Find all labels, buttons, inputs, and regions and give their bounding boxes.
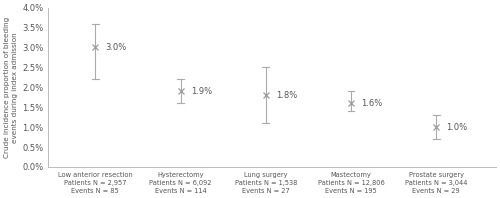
Text: 3.0%: 3.0% [106, 43, 127, 52]
Text: 1.6%: 1.6% [361, 99, 382, 108]
Text: 1.8%: 1.8% [276, 91, 297, 100]
Y-axis label: Crude incidence proportion of bleeding
events during index admission: Crude incidence proportion of bleeding e… [4, 17, 18, 158]
Text: 1.0%: 1.0% [446, 123, 468, 132]
Text: 1.9%: 1.9% [191, 87, 212, 96]
